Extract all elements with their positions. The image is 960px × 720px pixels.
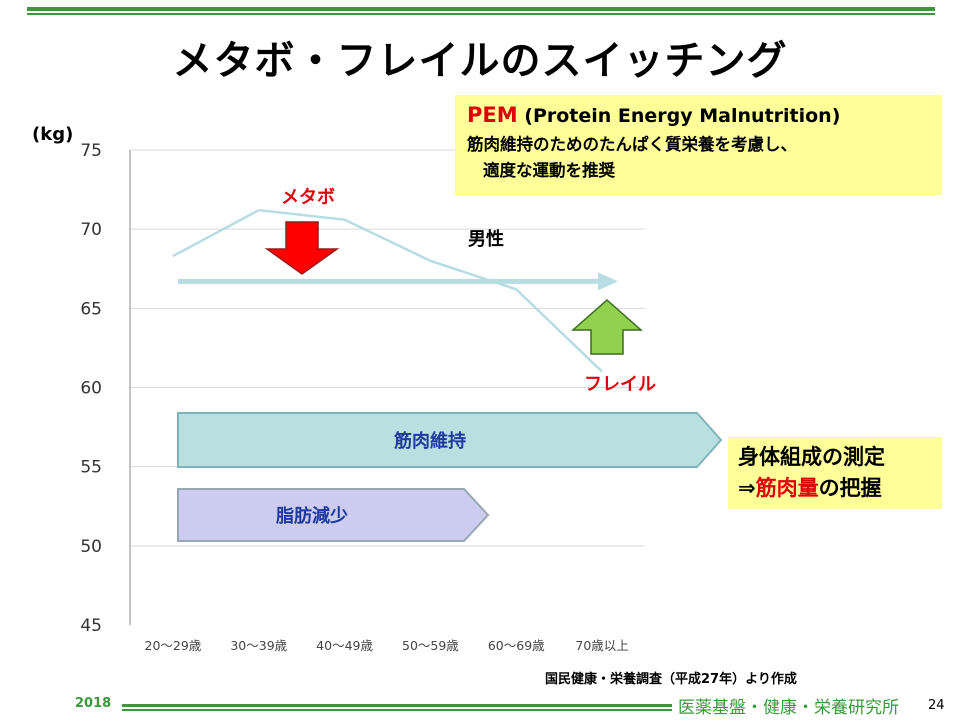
institute-name: 医薬基盤・健康・栄養研究所: [678, 698, 899, 718]
male-label: 男性: [468, 228, 504, 250]
x-tick-label: 60～69歳: [488, 638, 545, 653]
bottom-rule-thick: [122, 704, 672, 707]
x-tick-label: 30～39歳: [230, 638, 287, 653]
gridlines: [130, 149, 645, 547]
measure-arrow: ⇒: [738, 476, 756, 500]
series-line-male: [172, 208, 603, 373]
y-tick-label: 50: [80, 537, 102, 557]
slide-title: メタボ・フレイルのスイッチング: [172, 38, 788, 84]
fat-reduce-arrow: [177, 488, 490, 542]
measure-highlight: 筋肉量: [755, 476, 819, 500]
y-tick-labels: 45 50 55 60 65 70 75: [80, 141, 102, 636]
y-tick-label: 65: [80, 299, 102, 319]
x-tick-labels: 20～29歳 30～39歳 40～49歳 50～59歳 60～69歳 70歳以上: [145, 638, 629, 653]
measure-box: 身体組成の測定 ⇒筋肉量の把握: [728, 437, 942, 509]
measure-line-1: 身体組成の測定: [738, 445, 885, 469]
pem-acronym: PEM: [467, 103, 518, 127]
pem-line-3: 適度な運動を推奨: [483, 161, 615, 180]
x-tick-label: 20～29歳: [145, 638, 202, 653]
top-rule-thick: [27, 7, 935, 11]
y-axis-label: (kg): [32, 124, 73, 145]
y-tick-label: 70: [80, 220, 102, 240]
x-tick-label: 50～59歳: [402, 638, 459, 653]
reference-arrow-head: [598, 272, 618, 291]
pem-line-2: 筋肉維持のためのたんぱく質栄養を考慮し、: [467, 135, 797, 154]
pem-title: PEM (Protein Energy Malnutrition): [467, 103, 930, 127]
y-tick-label: 75: [80, 141, 102, 161]
page-number: 24: [928, 698, 945, 713]
frail-up-arrow: [571, 298, 643, 355]
frail-label: フレイル: [584, 374, 656, 395]
x-tick-label: 40～49歳: [316, 638, 373, 653]
pem-expansion: (Protein Energy Malnutrition): [517, 105, 841, 127]
series-points: [172, 210, 603, 372]
x-tick-label: 70歳以上: [575, 638, 628, 653]
muscle-maintain-label: 筋肉維持: [394, 430, 466, 452]
metabo-down-arrow: [264, 221, 340, 275]
footer-year: 2018: [75, 696, 112, 711]
metabo-label: メタボ: [281, 187, 335, 208]
pem-box: PEM (Protein Energy Malnutrition) 筋肉維持のた…: [455, 95, 942, 195]
top-rule-thin: [27, 13, 935, 15]
y-tick-label: 45: [80, 616, 102, 636]
y-tick-label: 55: [80, 458, 102, 478]
bottom-rule-thin: [122, 709, 672, 711]
y-tick-label: 60: [80, 379, 102, 399]
measure-suffix: の把握: [818, 476, 882, 500]
source-note: 国民健康・栄養調査（平成27年）より作成: [545, 672, 797, 687]
measure-line-2: ⇒筋肉量の把握: [738, 473, 942, 504]
muscle-maintain-arrow: [177, 412, 723, 468]
fat-reduce-label: 脂肪減少: [276, 505, 348, 527]
